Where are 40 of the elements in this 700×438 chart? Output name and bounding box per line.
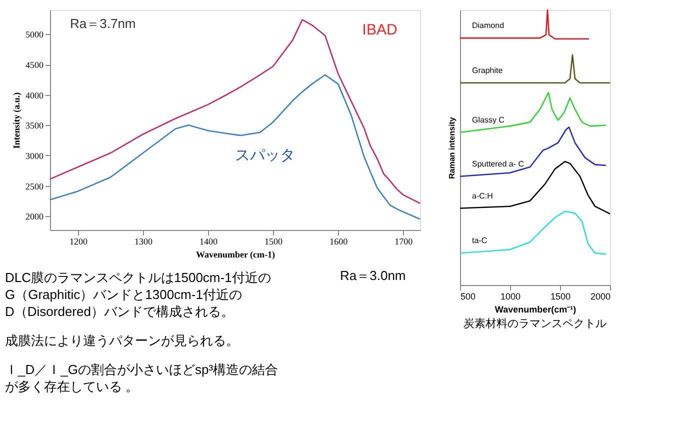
line-series [49, 74, 421, 220]
text: IBAD [362, 22, 398, 39]
text: Ｉ_D／Ｉ_Gの割合が小さいほどsp³構造の結合 [5, 362, 278, 377]
y-tick-label: 2500 [26, 181, 44, 192]
text: が多く存在している 。 [5, 379, 139, 394]
x-tick-label: 2000 [590, 292, 610, 302]
text: Ra＝3.0nm [340, 268, 406, 283]
text: 成膜法により違うパターンが見られる。 [5, 333, 239, 348]
y-tick-label: 2000 [26, 212, 44, 222]
x-tick-label: 1200 [69, 236, 88, 246]
x-tick-label: 1000 [500, 292, 521, 302]
series-label: Sputtered a- C [472, 159, 524, 168]
x-tick-label: 1300 [134, 236, 153, 246]
y-tick-label: 4000 [26, 90, 44, 100]
y-axis-title: Raman intensity [448, 116, 456, 179]
y-tick-label: 3500 [26, 120, 44, 131]
series-label: スパッタ [235, 146, 296, 164]
x-tick-label: 1500 [550, 292, 571, 302]
y-tick-label: 4500 [26, 60, 44, 70]
x-tick-label: 1400 [200, 236, 218, 246]
text: DLC膜のラマンスペクトルは1500cm-1付近の [5, 270, 271, 285]
annotation: Ra＝3.7nm [70, 16, 136, 31]
series-label: Graphite [472, 66, 504, 75]
x-tick-label: 1600 [330, 236, 348, 246]
x-tick-label: 500 [460, 292, 476, 302]
x-tick-label: 1500 [264, 236, 284, 246]
text: 炭素材料のラマンスペクトル [464, 317, 606, 330]
text: D（Disordered）バンドで構成される。 [5, 304, 234, 319]
series-label: ta-C [472, 236, 488, 246]
text: G（Graphitic）バンドと1300cm-1付近の [5, 287, 242, 302]
series-label: Diamond [472, 21, 504, 30]
series-label: a-C:H [472, 191, 494, 200]
y-tick-label: 3000 [26, 150, 44, 161]
x-tick-label: 1700 [394, 236, 414, 246]
x-axis-title: Wavenumber(cm⁻¹) [494, 304, 576, 314]
x-axis-title: Wavenumber (cm-1) [196, 250, 276, 260]
y-tick-label: 5000 [26, 30, 44, 40]
series-label: Glassy C [472, 115, 505, 124]
line-series [49, 19, 421, 204]
y-axis-title: Intensity (a.u.) [12, 92, 22, 149]
